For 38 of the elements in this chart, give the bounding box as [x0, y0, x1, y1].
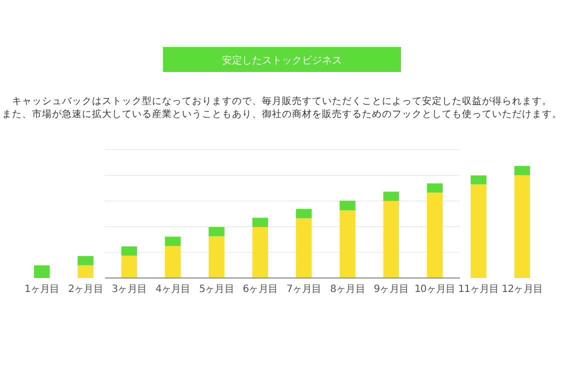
- x-tick-label: 4ヶ月目: [155, 284, 190, 295]
- bar: [340, 210, 356, 278]
- bar: [164, 236, 181, 246]
- x-tick-label: 12ヶ月目: [502, 284, 543, 295]
- chart-subtitle: キャッシュバックはストック型になっておりますので、毎月販売すていただくことによって安定した収益が得られます。: [12, 95, 552, 107]
- bar: [208, 236, 224, 278]
- bar: [426, 192, 443, 278]
- bar: [208, 227, 224, 236]
- bar: [296, 218, 312, 278]
- x-tick-label: 9ヶ月目: [374, 284, 409, 295]
- x-tick-label: 10ヶ月目: [414, 284, 456, 295]
- bar: [514, 166, 530, 176]
- bar: [252, 227, 268, 278]
- bar: [470, 175, 486, 184]
- bar: [426, 183, 443, 193]
- x-tick-label: 11ヶ月目: [458, 284, 499, 295]
- x-tick-label: 2ヶ月目: [68, 284, 103, 295]
- x-tick-label: 6ヶ月目: [242, 284, 278, 295]
- x-tick-label: 7ヶ月目: [286, 284, 322, 295]
- bar: [296, 209, 312, 218]
- bar: [340, 200, 356, 210]
- bar: [470, 184, 486, 278]
- bar: [383, 200, 400, 278]
- bar: [78, 256, 94, 266]
- x-tick-label: 8ヶ月目: [330, 284, 365, 295]
- bar: [514, 175, 530, 278]
- text: また、市場が急速に拡大している産業ということもあり、御社の商材を販売するためのフックとしても使っていただけます。: [2, 108, 562, 120]
- bar: [121, 256, 138, 278]
- bar: [252, 218, 268, 228]
- bar: [383, 192, 400, 201]
- bar: [164, 246, 181, 278]
- x-tick-label: 3ヶ月目: [112, 284, 147, 295]
- x-tick-label: 1ヶ月目: [24, 284, 60, 295]
- bar: [34, 265, 50, 278]
- bar: [78, 265, 94, 278]
- chart-title: 安定したストックビジネス: [222, 54, 342, 66]
- x-tick-label: 5ヶ月目: [199, 284, 234, 295]
- bar: [121, 246, 138, 256]
